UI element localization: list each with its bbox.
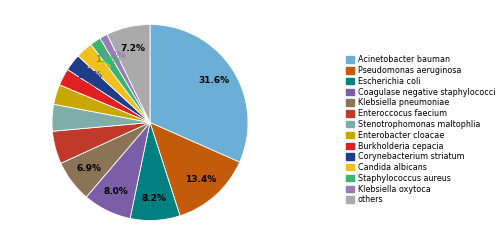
- Text: 1.8%: 1.8%: [95, 55, 120, 63]
- Wedge shape: [52, 104, 150, 131]
- Wedge shape: [86, 122, 150, 219]
- Wedge shape: [100, 34, 150, 122]
- Text: 2.8%: 2.8%: [86, 61, 111, 70]
- Text: 8.0%: 8.0%: [104, 187, 128, 196]
- Wedge shape: [52, 122, 150, 163]
- Legend: Acinetobacter bauman, Pseudomonas aeruginosa, Escherichia coli, Coagulase negati: Acinetobacter bauman, Pseudomonas aerugi…: [346, 55, 496, 205]
- Text: 5.4%: 5.4%: [64, 138, 88, 147]
- Wedge shape: [91, 38, 150, 122]
- Wedge shape: [130, 122, 180, 220]
- Text: 13.4%: 13.4%: [186, 175, 217, 184]
- Wedge shape: [60, 70, 150, 122]
- Wedge shape: [68, 56, 150, 122]
- Wedge shape: [61, 122, 150, 197]
- Text: 2.8%: 2.8%: [77, 71, 102, 80]
- Wedge shape: [150, 122, 240, 216]
- Text: 31.6%: 31.6%: [198, 76, 230, 85]
- Text: 3.3%: 3.3%: [64, 96, 89, 105]
- Text: 7.2%: 7.2%: [120, 44, 146, 52]
- Wedge shape: [78, 44, 150, 122]
- Wedge shape: [54, 85, 150, 122]
- Wedge shape: [150, 24, 248, 162]
- Text: 8.2%: 8.2%: [142, 194, 167, 203]
- Text: 4.4%: 4.4%: [61, 114, 86, 123]
- Text: 2.8%: 2.8%: [70, 83, 94, 92]
- Wedge shape: [107, 24, 150, 122]
- Text: 6.9%: 6.9%: [76, 164, 102, 173]
- Text: 1.3%: 1.3%: [102, 51, 126, 60]
